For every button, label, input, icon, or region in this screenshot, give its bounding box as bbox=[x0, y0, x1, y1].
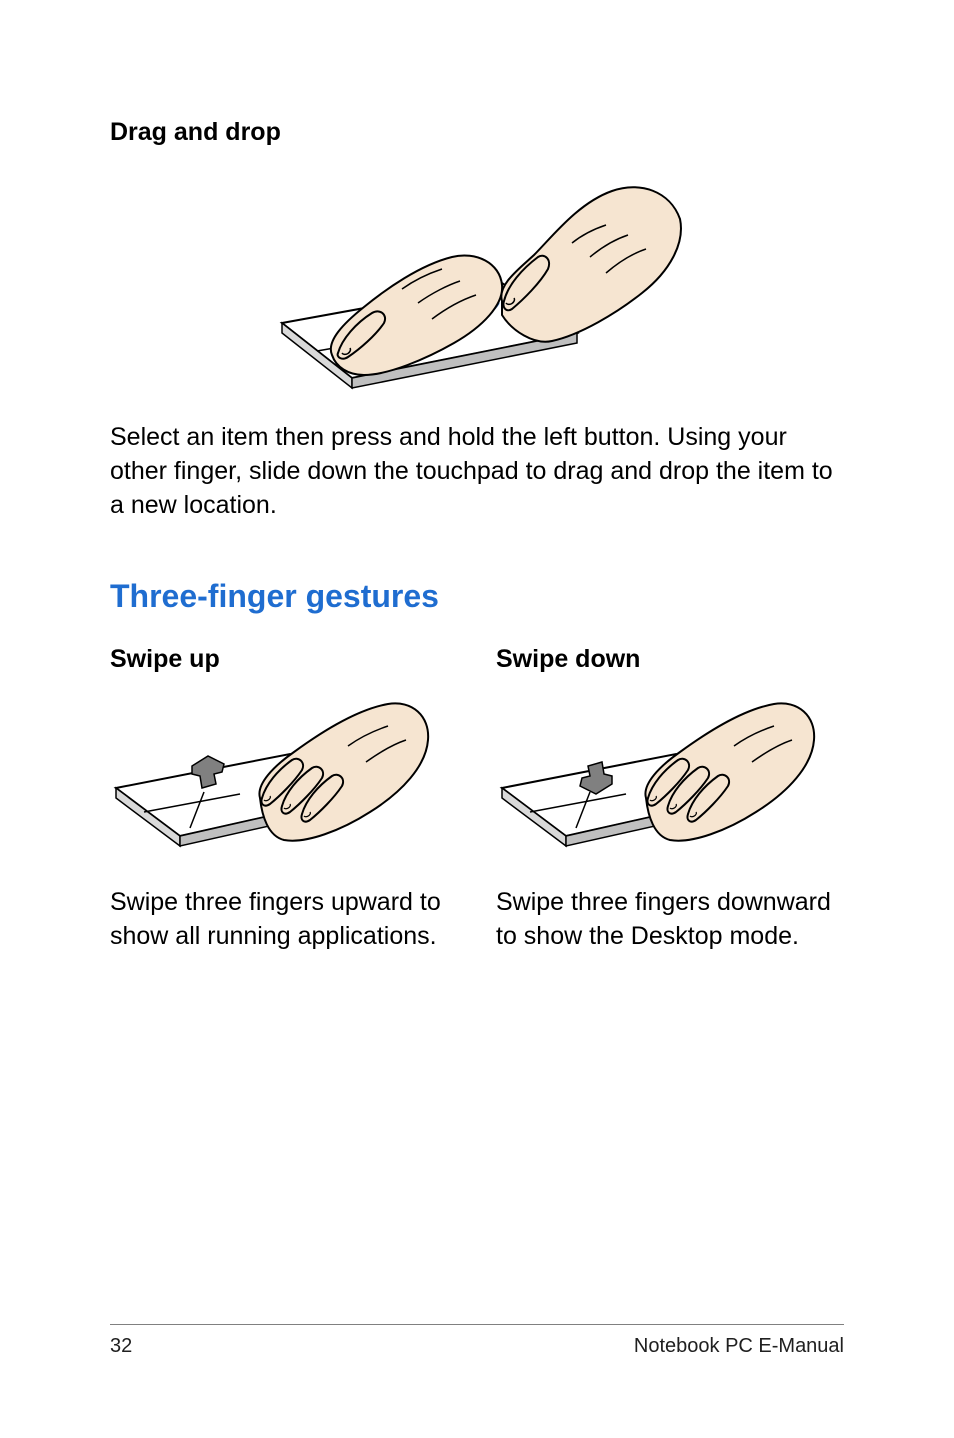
swipe-down-column: Swipe down bbox=[496, 645, 844, 954]
drag-drop-body: Select an item then press and hold the l… bbox=[110, 421, 844, 522]
swipe-up-illustration bbox=[110, 688, 458, 868]
swipe-down-body: Swipe three fingers downward to show the… bbox=[496, 886, 844, 954]
swipe-down-illustration bbox=[496, 688, 844, 868]
swipe-up-icon bbox=[110, 688, 430, 868]
swipe-up-heading: Swipe up bbox=[110, 645, 458, 674]
doc-title: Notebook PC E-Manual bbox=[634, 1335, 844, 1358]
swipe-down-icon bbox=[496, 688, 816, 868]
swipe-down-heading: Swipe down bbox=[496, 645, 844, 674]
drag-drop-heading: Drag and drop bbox=[110, 118, 844, 147]
page-footer: 32 Notebook PC E-Manual bbox=[110, 1324, 844, 1358]
three-finger-heading: Three-finger gestures bbox=[110, 578, 844, 615]
swipe-up-column: Swipe up bbox=[110, 645, 458, 954]
manual-page: Drag and drop bbox=[0, 0, 954, 1438]
page-number: 32 bbox=[110, 1335, 132, 1358]
drag-drop-icon bbox=[272, 173, 682, 393]
swipe-up-body: Swipe three fingers upward to show all r… bbox=[110, 886, 458, 954]
gesture-columns: Swipe up bbox=[110, 645, 844, 954]
drag-drop-illustration bbox=[110, 173, 844, 393]
